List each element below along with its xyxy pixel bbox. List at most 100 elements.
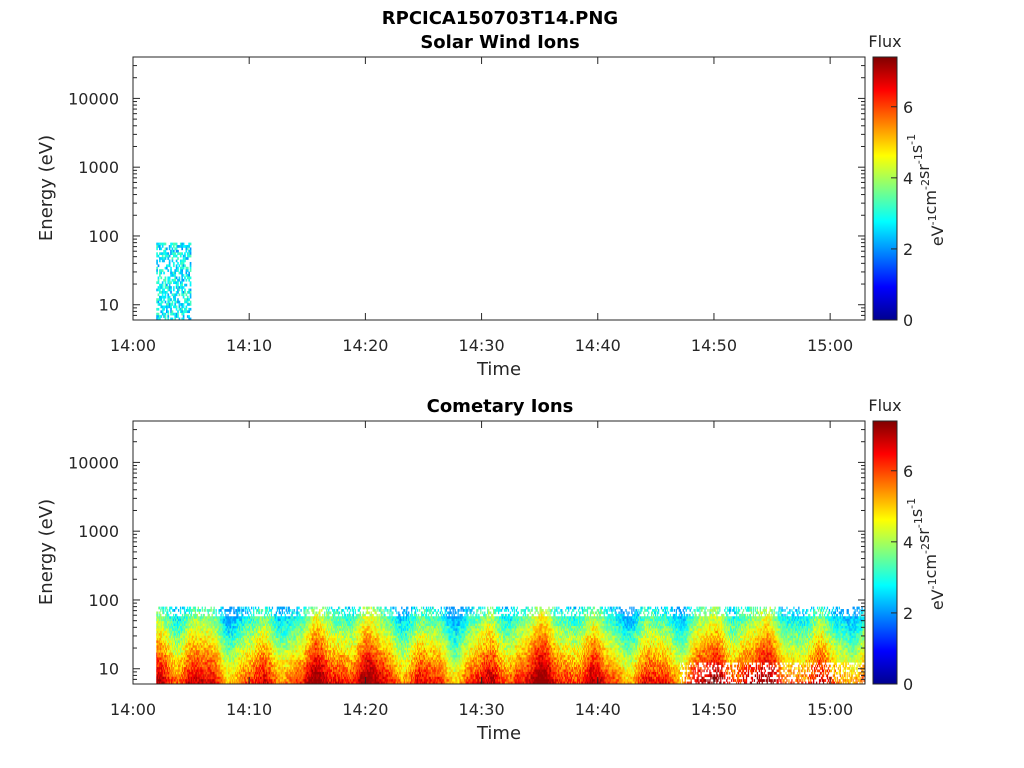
spectrogram-cell — [194, 664, 197, 668]
spectrogram-cell — [161, 669, 163, 673]
spectrogram-cell — [200, 676, 202, 680]
spectrogram-cell — [176, 628, 179, 632]
spectrogram-cell — [157, 667, 159, 670]
spectrogram-cell — [161, 681, 163, 684]
spectrogram-cell — [165, 303, 168, 306]
spectrogram-cell — [175, 286, 178, 289]
y-tick-label: 100 — [88, 227, 119, 246]
spectrogram-cell — [165, 654, 167, 658]
spectrogram-cell — [186, 616, 189, 620]
spectrogram-cell — [186, 606, 189, 610]
spectrogram-cell — [167, 664, 169, 668]
spectrogram-cell — [168, 652, 170, 656]
spectrogram-cell — [182, 293, 185, 297]
spectrogram-cell — [208, 613, 210, 617]
spectrogram-cell — [175, 630, 178, 634]
spectrogram-cell — [162, 671, 164, 675]
spectrogram-cell — [173, 679, 175, 682]
spectrogram-cell — [165, 664, 167, 668]
spectrogram-cell — [189, 293, 192, 297]
spectrogram-cell — [161, 606, 163, 610]
spectrogram-cell — [172, 621, 174, 624]
spectrogram-cell — [182, 657, 185, 661]
spectrogram-cell — [192, 623, 195, 627]
spectrogram-cell — [174, 659, 176, 663]
spectrogram-cell — [167, 681, 169, 684]
spectrogram-cell — [163, 638, 165, 641]
spectrogram-cell — [184, 264, 186, 268]
spectrogram-cell — [188, 638, 191, 641]
spectrogram-cell — [158, 635, 160, 639]
spectrogram-cell — [195, 625, 198, 629]
spectrogram-cell — [160, 276, 163, 280]
spectrogram-cell — [164, 647, 166, 651]
spectrogram-cell — [190, 633, 193, 636]
spectrogram-cell — [164, 295, 167, 299]
spectrogram-cell — [171, 676, 173, 680]
spectrogram-cell — [189, 659, 192, 663]
spectrogram-cell — [157, 669, 159, 673]
spectrogram-cell — [159, 623, 161, 627]
spectrogram-cell — [191, 635, 194, 639]
spectrogram-cell — [237, 611, 239, 615]
spectrogram-cell — [162, 609, 164, 612]
spectrogram-cell — [175, 657, 177, 661]
spectrogram-cell — [173, 669, 175, 673]
spectrogram-cell — [190, 650, 193, 653]
spectrogram-cell — [184, 611, 187, 615]
spectrogram-cell — [194, 681, 197, 684]
spectrogram-cell — [195, 640, 198, 644]
spectrogram-cell — [194, 640, 197, 644]
spectrogram-cell — [176, 633, 179, 636]
spectrogram-cell — [164, 266, 167, 270]
spectrogram-cell — [183, 618, 186, 622]
spectrogram-cell — [157, 623, 159, 627]
spectrogram-cell — [176, 630, 179, 634]
spectrogram-cell — [165, 650, 167, 653]
spectrogram-cell — [169, 647, 171, 651]
spectrogram-cell — [199, 652, 201, 656]
spectrogram-cell — [167, 669, 169, 673]
spectrogram-cell — [179, 269, 182, 272]
spectrogram-cell — [163, 609, 165, 612]
spectrogram-cell — [169, 681, 171, 684]
spectrogram-cell — [175, 640, 178, 644]
spectrogram-cell — [189, 264, 192, 268]
spectrogram-cell — [160, 638, 162, 641]
spectrogram-cell — [187, 681, 190, 684]
spectrogram-cell — [233, 609, 235, 612]
spectrogram-cell — [163, 650, 165, 653]
spectrogram-cell — [180, 645, 183, 649]
spectrogram-cell — [181, 312, 184, 316]
spectrogram-cell — [163, 662, 165, 665]
spectrogram-cell — [177, 300, 179, 304]
spectrogram-cell — [182, 623, 185, 627]
spectrogram-cell — [169, 628, 171, 632]
spectrogram-cell — [174, 242, 177, 246]
spectrogram-cell — [161, 664, 163, 668]
spectrogram-cell — [172, 650, 174, 653]
spectrogram-cell — [170, 645, 172, 649]
spectrogram-cell — [171, 659, 173, 663]
spectrogram-cell — [182, 652, 185, 656]
spectrogram-cell — [186, 274, 189, 277]
spectrogram-cell — [298, 611, 300, 615]
spectrogram-cell — [190, 628, 193, 632]
spectrogram-cell — [181, 669, 184, 673]
spectrogram-cell — [186, 254, 189, 258]
spectrogram-cell — [201, 640, 203, 644]
spectrogram-cell — [160, 630, 162, 634]
spectrogram-cell — [167, 303, 170, 306]
spectrogram-cell — [158, 674, 160, 678]
spectrogram-cell — [170, 650, 172, 653]
spectrogram-cell — [192, 664, 195, 668]
spectrogram-cell — [169, 635, 171, 639]
spectrogram-cell — [181, 317, 184, 320]
spectrogram-cell — [176, 669, 179, 673]
spectrogram-cell — [200, 650, 202, 653]
spectrogram-cell — [201, 635, 203, 639]
spectrogram-cell — [179, 303, 182, 306]
spectrogram-cell — [159, 633, 161, 636]
spectrogram-cell — [157, 638, 159, 641]
spectrogram-cell — [182, 254, 185, 258]
